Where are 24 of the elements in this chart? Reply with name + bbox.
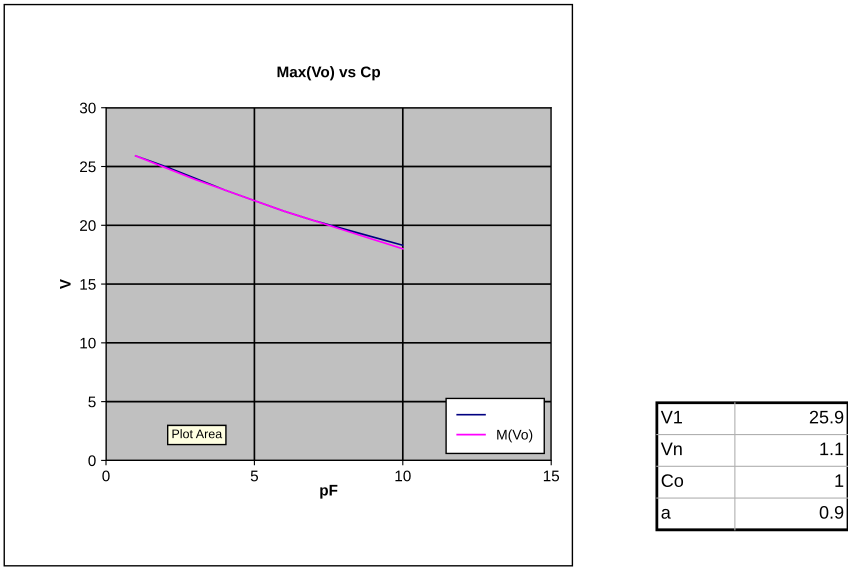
x-tick-label: 0 bbox=[102, 470, 110, 482]
text: 25.9 bbox=[810, 410, 844, 424]
y-tick-label: 25 bbox=[80, 161, 96, 172]
x-tick-label: 5 bbox=[250, 470, 258, 482]
text: Vn bbox=[660, 442, 682, 456]
text: 1 bbox=[835, 474, 844, 487]
y-tick-label: 0 bbox=[88, 455, 96, 466]
text: Co bbox=[662, 474, 684, 488]
text: a bbox=[662, 508, 671, 519]
text: V1 bbox=[660, 410, 682, 424]
y-tick-label: 15 bbox=[80, 279, 96, 290]
y-tick-label: 20 bbox=[80, 220, 96, 231]
x-tick-label: 10 bbox=[395, 470, 411, 482]
x-tick-label: 15 bbox=[544, 470, 560, 482]
text: 1.1 bbox=[820, 442, 844, 456]
x-axis-title: pF bbox=[320, 484, 338, 499]
chart-title: Max(Vo) vs Cp bbox=[278, 66, 380, 80]
text: 0.9 bbox=[820, 506, 844, 519]
y-tick-label: 30 bbox=[80, 102, 96, 114]
y-tick-label: 10 bbox=[80, 338, 96, 349]
y-tick-label: 5 bbox=[88, 396, 96, 408]
y-axis-title: V bbox=[60, 279, 71, 290]
annotation: Plot Area bbox=[172, 429, 222, 438]
legend-label: M(Vo) bbox=[497, 429, 532, 442]
